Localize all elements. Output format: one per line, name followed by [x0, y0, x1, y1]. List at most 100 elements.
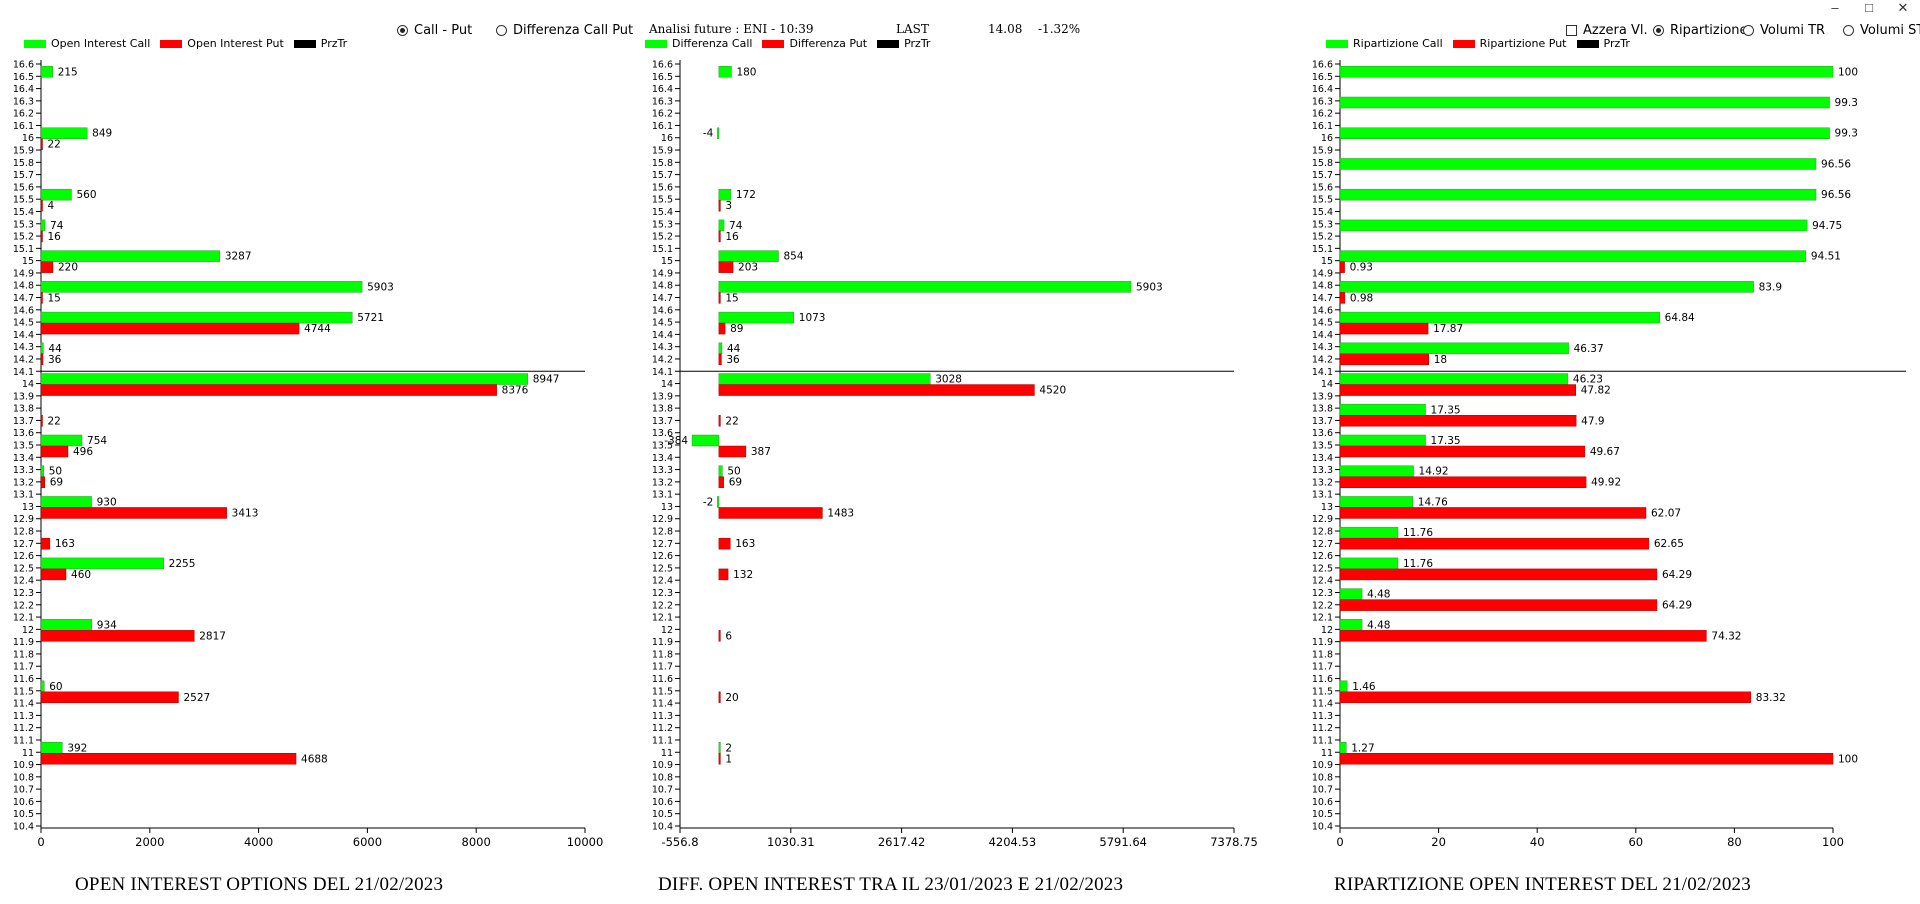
y-tick-label: 11.6 — [13, 674, 34, 685]
maximize-button[interactable]: □ — [1865, 0, 1873, 15]
put-value-label: 83.32 — [1756, 692, 1786, 704]
y-tick-label: 11.6 — [652, 674, 673, 685]
put-bar — [40, 138, 43, 150]
put-value-label: 220 — [58, 262, 78, 274]
call-bar — [718, 342, 723, 355]
y-tick-label: 13.5 — [13, 441, 34, 452]
call-value-label: 215 — [58, 66, 78, 78]
y-tick-label: 14.5 — [1312, 318, 1333, 329]
put-value-label: 20 — [725, 692, 738, 704]
call-bar — [40, 250, 221, 262]
call-bar — [1339, 311, 1660, 324]
put-bar — [40, 261, 54, 273]
put-value-label: 22 — [48, 139, 61, 151]
minimize-button[interactable]: – — [1831, 0, 1839, 15]
radio-call-put[interactable]: Call - Put — [397, 23, 472, 38]
call-value-label: 99.3 — [1835, 128, 1858, 140]
call-bar — [1339, 158, 1817, 170]
y-tick-label: 13 — [22, 502, 34, 513]
legend-label: Open Interest Put — [187, 37, 284, 50]
swatch-call — [645, 39, 667, 48]
y-tick-label: 16.3 — [1312, 96, 1333, 107]
call-value-label: 64.84 — [1665, 312, 1695, 324]
y-tick-label: 16.5 — [13, 72, 34, 83]
y-tick-label: 15.6 — [13, 182, 34, 193]
y-tick-label: 12 — [661, 625, 673, 636]
radio-volumi-st[interactable]: Volumi ST — [1843, 23, 1920, 38]
radio-volumi-tr[interactable]: Volumi TR — [1743, 23, 1825, 38]
call-value-label: -384 — [664, 435, 688, 447]
y-tick-label: 12.9 — [652, 514, 673, 525]
y-tick-label: 11.8 — [1312, 649, 1333, 660]
put-bar — [718, 353, 722, 366]
call-value-label: 44 — [48, 343, 62, 355]
y-tick-label: 13.4 — [1312, 453, 1333, 464]
call-bar — [40, 496, 92, 508]
y-tick-label: 16 — [661, 133, 673, 144]
put-bar — [1339, 568, 1658, 581]
legend-label: Open Interest Call — [51, 37, 151, 50]
put-value-label: 62.07 — [1651, 507, 1681, 519]
y-tick-label: 16.6 — [652, 60, 673, 71]
put-value-label: 4688 — [301, 753, 328, 765]
put-bar — [40, 353, 44, 366]
x-tick-label: 1030.31 — [767, 835, 815, 849]
y-tick-label: 14.3 — [652, 342, 673, 353]
put-bar — [718, 753, 721, 765]
radio-icon — [496, 25, 507, 36]
radio-differenza-call-put[interactable]: Differenza Call Put — [496, 23, 633, 38]
put-value-label: 69 — [729, 477, 742, 489]
swatch-call — [24, 39, 46, 48]
y-tick-label: 11.8 — [652, 649, 673, 660]
put-value-label: 0.93 — [1350, 262, 1373, 274]
y-tick-label: 11.5 — [652, 686, 673, 697]
y-tick-label: 13.4 — [13, 453, 34, 464]
y-tick-label: 13.9 — [1312, 391, 1333, 402]
close-button[interactable]: ✕ — [1897, 0, 1909, 15]
y-tick-label: 10.7 — [13, 785, 34, 796]
put-value-label: 163 — [735, 538, 755, 550]
call-bar — [40, 373, 528, 385]
put-value-label: 2817 — [199, 630, 226, 642]
y-tick-label: 12.2 — [1312, 600, 1333, 611]
y-tick-label: 11.1 — [1312, 735, 1333, 746]
y-tick-label: 14.6 — [1312, 305, 1333, 316]
y-tick-label: 10.8 — [652, 772, 673, 783]
y-tick-label: 16.3 — [13, 96, 34, 107]
call-value-label: 392 — [67, 742, 87, 754]
call-bar — [718, 250, 779, 262]
y-tick-label: 12.1 — [1312, 613, 1333, 624]
y-tick-label: 13.2 — [652, 477, 673, 488]
call-value-label: 74 — [729, 220, 743, 232]
x-tick-label: 0 — [1336, 835, 1343, 849]
y-tick-label: 15.4 — [1312, 207, 1333, 218]
call-bar — [40, 281, 363, 293]
call-value-label: 172 — [736, 189, 756, 201]
y-tick-label: 14.8 — [652, 281, 673, 292]
call-bar — [718, 373, 931, 385]
y-tick-label: 14.9 — [13, 268, 34, 279]
y-tick-label: 11.5 — [13, 686, 34, 697]
put-bar — [718, 507, 823, 519]
y-tick-label: 16.2 — [1312, 109, 1333, 120]
last-value: 14.08 — [988, 22, 1023, 36]
y-tick-label: 12.8 — [1312, 527, 1333, 538]
y-tick-label: 11.9 — [1312, 637, 1333, 648]
radio-ripartizione[interactable]: Ripartizione — [1653, 23, 1748, 38]
call-bar — [1339, 465, 1414, 477]
checkbox-azzera[interactable]: Azzera Vl. — [1566, 23, 1648, 38]
call-bar — [718, 742, 721, 754]
put-value-label: 15 — [48, 292, 61, 304]
y-tick-label: 16.3 — [652, 96, 673, 107]
x-tick-label: 2617.42 — [878, 835, 926, 849]
put-value-label: 69 — [50, 477, 63, 489]
y-tick-label: 16.6 — [1312, 60, 1333, 71]
y-tick-label: 11.4 — [13, 699, 34, 710]
y-tick-label: 13 — [1321, 502, 1333, 513]
put-bar — [1339, 292, 1346, 304]
put-value-label: 36 — [726, 354, 740, 366]
put-bar — [718, 292, 721, 304]
checkbox-icon — [1566, 25, 1577, 36]
put-bar — [40, 322, 300, 335]
